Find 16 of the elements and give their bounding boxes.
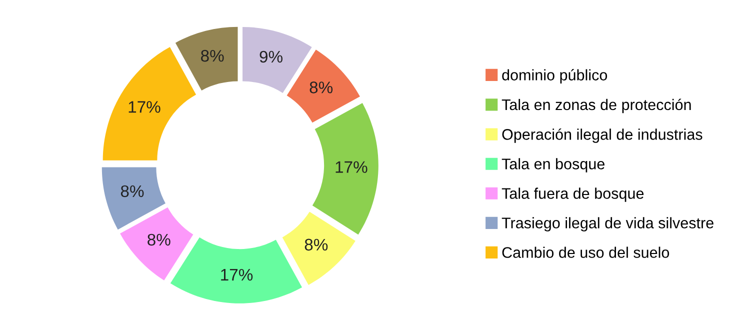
legend-label: Tala en zonas de protección bbox=[502, 98, 691, 114]
legend-label: dominio público bbox=[502, 69, 608, 84]
legend-label: Tala en bosque bbox=[502, 158, 604, 172]
data-label: 17% bbox=[221, 268, 253, 281]
data-label: 8% bbox=[304, 238, 328, 251]
legend-label: Operación ilegal de industrias bbox=[502, 128, 702, 143]
legend-label: Tala fuera de bosque bbox=[502, 188, 644, 202]
data-label: 17% bbox=[336, 161, 368, 173]
data-label: 8% bbox=[148, 234, 170, 246]
data-label: 8% bbox=[120, 185, 144, 198]
legend-label: Cambio de uso del suelo bbox=[502, 246, 670, 258]
data-label: 17% bbox=[128, 101, 160, 113]
data-label: 8% bbox=[310, 82, 333, 94]
data-label: 9% bbox=[260, 50, 282, 63]
data-label: 8% bbox=[201, 50, 224, 62]
legend-label: Trasiego ilegal de vida silvestre bbox=[502, 217, 714, 232]
